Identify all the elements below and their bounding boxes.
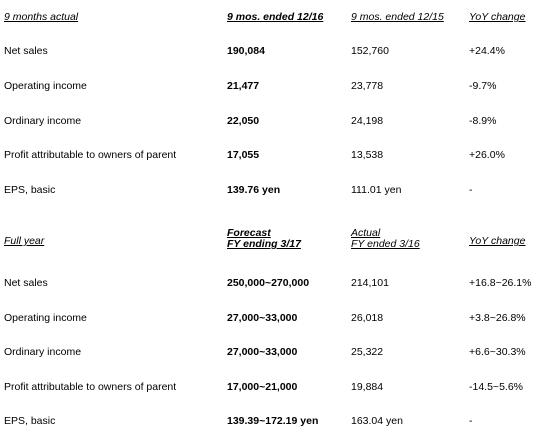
row-change: +24.4%	[469, 45, 505, 57]
row-current: 190,084	[227, 45, 265, 57]
row-prior: 214,101	[351, 277, 389, 289]
full-year-header-change: YoY change	[469, 235, 526, 247]
row-prior: 13,538	[351, 149, 384, 161]
row-change: +26.0%	[469, 149, 505, 161]
row-label: Net sales	[4, 277, 48, 289]
row-prior: 19,884	[351, 381, 384, 393]
row-label: Ordinary income	[4, 346, 82, 358]
row-current: 22,050	[227, 115, 260, 127]
row-label: Profit attributable to owners of parent	[4, 149, 177, 161]
row-change: +3.8~26.8%	[469, 312, 526, 324]
row-change: -9.7%	[469, 80, 497, 92]
row-prior: 152,760	[351, 45, 389, 57]
row-current: 250,000~270,000	[227, 277, 310, 289]
row-prior: 25,322	[351, 346, 384, 358]
row-change: +6.6~30.3%	[469, 346, 526, 358]
row-label: Ordinary income	[4, 115, 82, 127]
row-label: Operating income	[4, 80, 87, 92]
full-year-header-current-line1: Forecast	[227, 227, 271, 239]
row-prior: 163.04 yen	[351, 415, 403, 427]
nine-months-header-label: 9 months actual	[4, 11, 79, 23]
full-year-header-prior: Actual FY ended 3/16	[351, 228, 420, 250]
row-current: 27,000~33,000	[227, 312, 298, 324]
row-change: -	[469, 415, 473, 427]
row-label: EPS, basic	[4, 184, 56, 196]
full-year-header-current-line2: FY ending 3/17	[227, 238, 301, 250]
row-change: -	[469, 184, 473, 196]
row-prior: 23,778	[351, 80, 384, 92]
row-change: +16.8~26.1%	[469, 277, 532, 289]
full-year-header-current: Forecast FY ending 3/17	[227, 228, 301, 250]
full-year-header-label: Full year	[4, 235, 45, 247]
row-label: Profit attributable to owners of parent	[4, 381, 177, 393]
row-change: -8.9%	[469, 115, 497, 127]
row-label: Net sales	[4, 45, 48, 57]
full-year-header-prior-line1: Actual	[351, 227, 381, 239]
nine-months-header-change: YoY change	[469, 11, 526, 23]
row-change: -14.5~5.6%	[469, 381, 523, 393]
row-current: 139.76 yen	[227, 184, 281, 196]
row-current: 139.39~172.19 yen	[227, 415, 319, 427]
row-prior: 111.01 yen	[351, 184, 402, 196]
row-prior: 24,198	[351, 115, 384, 127]
full-year-header-prior-line2: FY ended 3/16	[351, 238, 420, 250]
nine-months-header-prior: 9 mos. ended 12/15	[351, 11, 444, 23]
row-current: 17,000~21,000	[227, 381, 298, 393]
row-current: 27,000~33,000	[227, 346, 298, 358]
row-label: EPS, basic	[4, 415, 56, 427]
row-label: Operating income	[4, 312, 87, 324]
row-current: 17,055	[227, 149, 260, 161]
nine-months-header-current: 9 mos. ended 12/16	[227, 11, 324, 23]
row-current: 21,477	[227, 80, 260, 92]
row-prior: 26,018	[351, 312, 384, 324]
